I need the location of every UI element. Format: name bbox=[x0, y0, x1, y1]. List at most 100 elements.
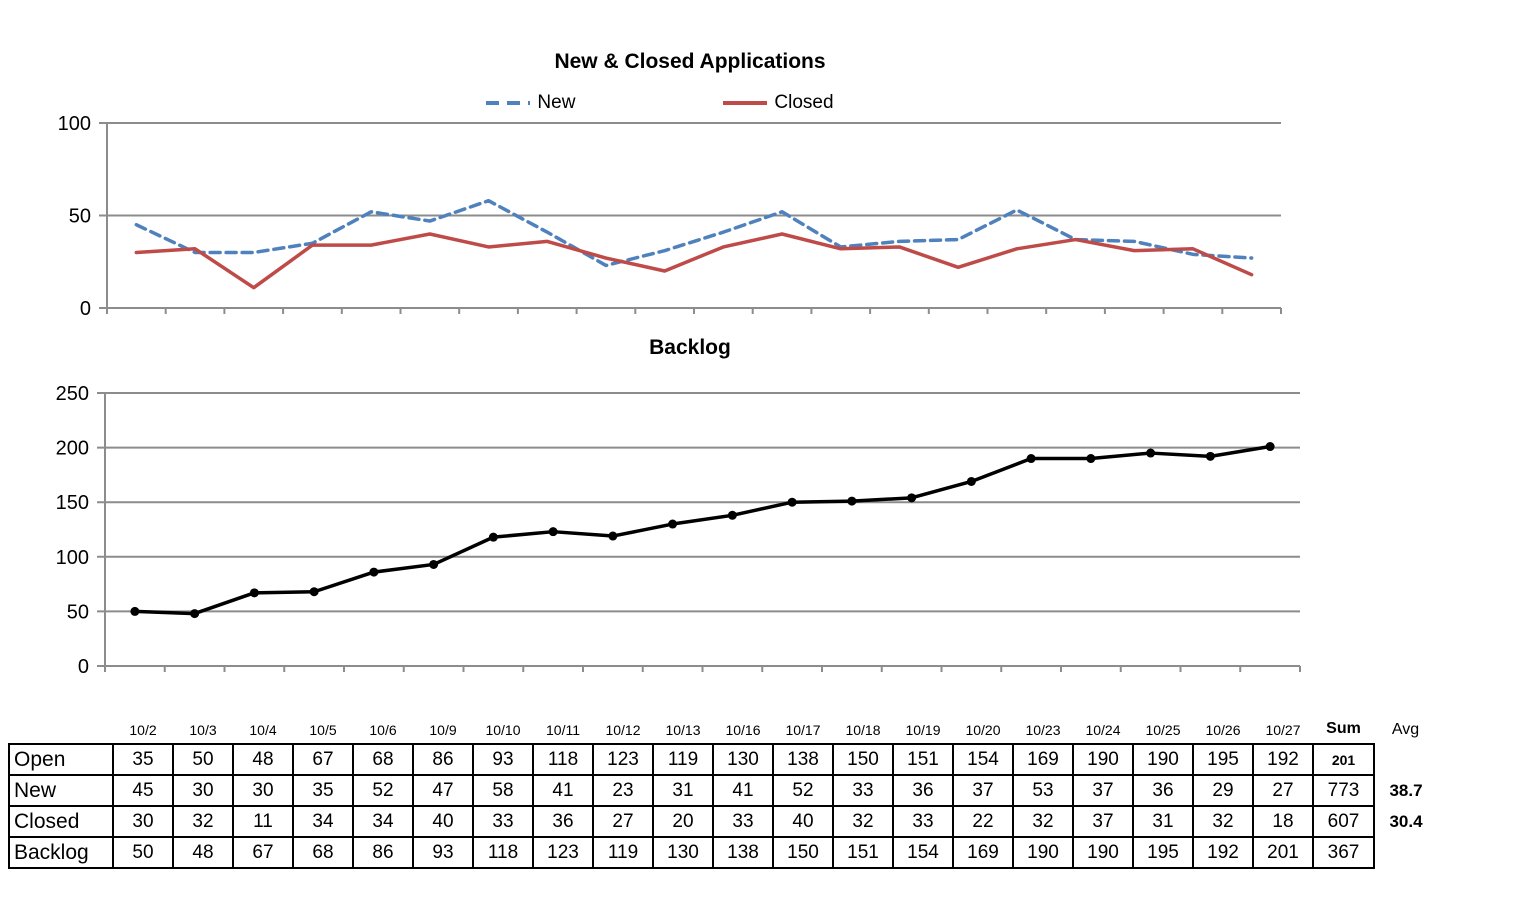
legend-item-new: New bbox=[486, 92, 575, 114]
legend-label-new: New bbox=[537, 92, 576, 113]
data-point-marker bbox=[907, 493, 917, 503]
table-cell: 93 bbox=[472, 743, 534, 776]
table-cell: 150 bbox=[832, 743, 894, 776]
table-cell: 41 bbox=[532, 774, 594, 807]
date-header-cell: 10/24 bbox=[1073, 702, 1133, 744]
avg-cell: 30.4 bbox=[1374, 806, 1438, 837]
table-row-open: Open 35 50 48 67 68 86 93 118 123 119 130 138 150 151 1… bbox=[8, 743, 1438, 776]
sum-cell: 773 bbox=[1312, 774, 1375, 807]
y-axis-tick-label: 100 bbox=[56, 547, 89, 569]
date-header-cell: 10/11 bbox=[533, 702, 593, 744]
date-header-cell: 10/10 bbox=[473, 702, 533, 744]
table-cell: 118 bbox=[532, 743, 594, 776]
table-row-backlog: Backlog 50 48 67 68 86 93 118 123 119 130 138 150 151… bbox=[8, 836, 1438, 869]
table-row-new: New 45 30 30 35 52 47 58 41 23 31 41 52 33 36 37 53 37 36 2… bbox=[8, 774, 1438, 807]
y-axis-tick-label: 100 bbox=[58, 113, 91, 135]
table-cell: 33 bbox=[892, 805, 954, 838]
table-cell: 67 bbox=[292, 743, 354, 776]
table-cell: 195 bbox=[1132, 836, 1194, 869]
table-cell: 192 bbox=[1252, 743, 1314, 776]
data-table: 10/2 10/3 10/4 10/5 10/6 10/9 10/10 10/11 10/12 1… bbox=[8, 702, 1439, 869]
date-header-cell: 10/16 bbox=[713, 702, 773, 744]
table-cell: 67 bbox=[232, 836, 294, 869]
table-cell: 138 bbox=[772, 743, 834, 776]
data-point-marker bbox=[1026, 454, 1036, 464]
table-cell: 40 bbox=[412, 805, 474, 838]
table-cell: 40 bbox=[772, 805, 834, 838]
new-series-dash-sample bbox=[486, 101, 531, 105]
table-cell: 45 bbox=[112, 774, 174, 807]
table-cell: 130 bbox=[712, 743, 774, 776]
table-cell: 150 bbox=[772, 836, 834, 869]
table-cell: 30 bbox=[172, 774, 234, 807]
date-header-cell: 10/26 bbox=[1193, 702, 1253, 744]
table-cell: 154 bbox=[892, 836, 954, 869]
table-cell: 37 bbox=[1072, 774, 1134, 807]
table-cell: 31 bbox=[1132, 805, 1194, 838]
table-cell: 93 bbox=[412, 836, 474, 869]
table-cell: 119 bbox=[652, 743, 714, 776]
data-point-marker bbox=[130, 606, 140, 616]
table-cell: 138 bbox=[712, 836, 774, 869]
data-point-marker bbox=[548, 527, 558, 537]
table-cell: 33 bbox=[712, 805, 774, 838]
table-cell: 31 bbox=[652, 774, 714, 807]
data-point-marker bbox=[1265, 442, 1275, 452]
table-cell: 37 bbox=[952, 774, 1014, 807]
date-header-cell: 10/17 bbox=[773, 702, 833, 744]
header-spacer-cell bbox=[9, 702, 113, 744]
table-cell: 68 bbox=[352, 743, 414, 776]
table-cell: 118 bbox=[472, 836, 534, 869]
table-cell: 36 bbox=[1132, 774, 1194, 807]
row-label-cell: New bbox=[8, 774, 114, 807]
data-point-marker bbox=[847, 496, 857, 506]
table-cell: 27 bbox=[1252, 774, 1314, 807]
avg-cell bbox=[1374, 744, 1438, 775]
table-cell: 68 bbox=[292, 836, 354, 869]
data-point-marker bbox=[787, 497, 797, 507]
table-cell: 11 bbox=[232, 805, 294, 838]
data-point-marker bbox=[727, 510, 737, 520]
table-cell: 23 bbox=[592, 774, 654, 807]
table-cell: 36 bbox=[892, 774, 954, 807]
table-cell: 130 bbox=[652, 836, 714, 869]
table-cell: 190 bbox=[1012, 836, 1074, 869]
table-cell: 52 bbox=[772, 774, 834, 807]
table-cell: 58 bbox=[472, 774, 534, 807]
table-cell: 18 bbox=[1252, 805, 1314, 838]
table-cell: 151 bbox=[832, 836, 894, 869]
date-header-cell: 10/27 bbox=[1253, 702, 1313, 744]
date-header-cell: 10/4 bbox=[233, 702, 293, 744]
row-label-cell: Closed bbox=[8, 805, 114, 838]
table-cell: 47 bbox=[412, 774, 474, 807]
data-point-marker bbox=[608, 531, 618, 541]
chart-new-closed-legend: New Closed bbox=[60, 92, 1260, 114]
avg-cell bbox=[1374, 837, 1438, 868]
table-cell: 20 bbox=[652, 805, 714, 838]
y-axis-tick-label: 0 bbox=[80, 298, 91, 320]
table-cell: 190 bbox=[1072, 836, 1134, 869]
sum-cell: 201 bbox=[1312, 743, 1375, 776]
charts-canvas: 0 50 100 0 50 100 150 200 250 bbox=[56, 113, 1301, 678]
table-cell: 34 bbox=[292, 805, 354, 838]
table-cell: 154 bbox=[952, 743, 1014, 776]
row-label-cell: Backlog bbox=[8, 836, 114, 869]
y-axis-tick-label: 0 bbox=[78, 656, 89, 678]
table-cell: 35 bbox=[112, 743, 174, 776]
table-cell: 86 bbox=[352, 836, 414, 869]
table-cell: 29 bbox=[1192, 774, 1254, 807]
data-point-marker bbox=[190, 609, 200, 619]
table-cell: 32 bbox=[1012, 805, 1074, 838]
date-header-cell: 10/6 bbox=[353, 702, 413, 744]
series-backlog-line bbox=[133, 444, 1272, 616]
y-axis-tick-label: 50 bbox=[67, 601, 89, 623]
date-header-cell: 10/19 bbox=[893, 702, 953, 744]
table-cell: 32 bbox=[1192, 805, 1254, 838]
table-cell: 53 bbox=[1012, 774, 1074, 807]
date-header-cell: 10/18 bbox=[833, 702, 893, 744]
data-point-marker bbox=[1205, 451, 1215, 461]
date-header-cell: 10/25 bbox=[1133, 702, 1193, 744]
table-cell: 35 bbox=[292, 774, 354, 807]
table-cell: 30 bbox=[232, 774, 294, 807]
data-point-marker bbox=[309, 587, 319, 597]
